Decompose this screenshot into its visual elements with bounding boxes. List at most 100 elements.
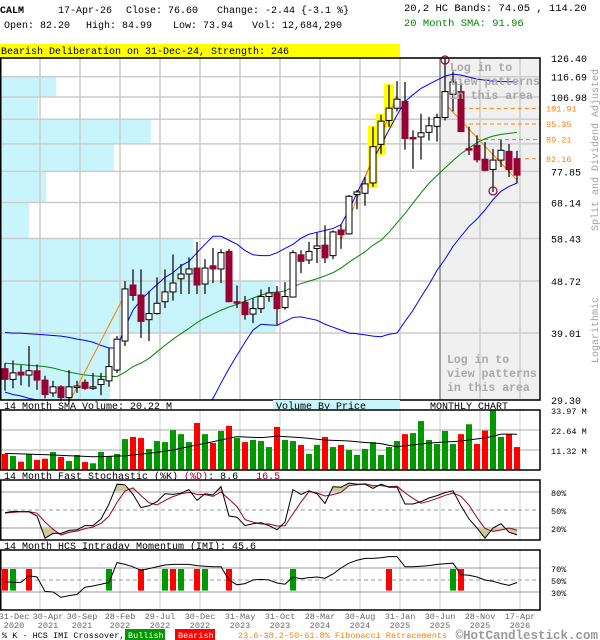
- y-tick-label: 70%: [551, 565, 567, 575]
- scale-label: Logarithmic: [590, 297, 600, 363]
- volume-bar: [274, 426, 280, 470]
- x-tick-label: 28-Feb: [105, 612, 136, 622]
- volume-bar: [258, 441, 264, 470]
- candle-body: [425, 125, 433, 133]
- candlestick: [313, 232, 321, 264]
- locked-notice-line: in this area: [450, 90, 533, 103]
- volume-bar: [114, 453, 120, 470]
- volume-bar: [130, 436, 136, 470]
- candle-body: [401, 100, 409, 140]
- y-tick-label: 48.72: [551, 278, 581, 289]
- pattern-marker-circle: [440, 55, 450, 65]
- candle-body: [321, 244, 329, 259]
- volume-bar: [362, 448, 368, 470]
- low-value: Low: 73.94: [173, 21, 233, 32]
- volume-bar: [66, 460, 72, 470]
- locked-notice-line: Log in to: [450, 62, 512, 75]
- locked-notice-top[interactable]: Log in to view patterns in this area: [450, 62, 540, 103]
- bullish-crossover-bar: [290, 569, 296, 591]
- candlestick: [257, 289, 265, 313]
- y-tick-label: 106.98: [551, 94, 587, 105]
- candle-body: [17, 371, 25, 376]
- y-tick-label: 39.01: [551, 330, 581, 341]
- volume-bar: [250, 439, 256, 470]
- y-tick-label: 80%: [551, 489, 567, 499]
- x-tick-year: 2025: [430, 621, 450, 631]
- volume-bar: [146, 448, 152, 470]
- candlestick: [97, 372, 105, 396]
- bearish-legend: Bearish: [178, 631, 214, 640]
- candlestick: [417, 113, 425, 160]
- locked-notice-bottom[interactable]: Log in to view patterns in this area: [447, 354, 537, 395]
- locked-notice-line: view patterns: [450, 76, 540, 89]
- candle-body: [113, 338, 121, 371]
- candle-body: [49, 386, 57, 394]
- candlestick: [137, 269, 145, 338]
- candle-body: [329, 231, 337, 257]
- candlestick: [353, 189, 361, 210]
- candle-body: [57, 386, 65, 399]
- volume-bar: [2, 453, 8, 470]
- candle-body: [137, 294, 145, 322]
- candle-body: [25, 370, 33, 376]
- candlestick: [209, 248, 217, 284]
- volume-bar: [290, 441, 296, 470]
- x-tick-year: 2026: [510, 621, 530, 631]
- volume-frame: [0, 409, 541, 471]
- volume-bar: [490, 410, 496, 470]
- volume-bar: [378, 454, 384, 470]
- volume-by-price-bar: [1, 239, 194, 281]
- volume-by-price-label-bg: [273, 400, 400, 410]
- y-tick-label: 126.40: [551, 55, 587, 66]
- candlestick: [409, 130, 417, 169]
- candle-body: [201, 267, 209, 285]
- change-value: Change: -2.44 {-3.1 %}: [217, 5, 349, 17]
- candle-body: [177, 273, 185, 280]
- candlestick: [489, 148, 497, 192]
- volume-bar: [354, 454, 360, 470]
- monthly-chart-label: MONTHLY CHART: [430, 402, 508, 413]
- x-tick-label: 31-May: [225, 612, 256, 622]
- x-axis: 31-Dec202030-Apr202130-Sep202128-Feb2022…: [0, 612, 535, 631]
- stochastic-frame: [0, 479, 541, 541]
- bearish-legend-bg: [175, 629, 215, 640]
- candlestick: [105, 347, 113, 387]
- candle-body: [417, 132, 425, 138]
- candlestick: [65, 370, 73, 403]
- volume-bar: [306, 453, 312, 470]
- candlestick: [481, 141, 489, 172]
- volume-bar: [506, 434, 512, 470]
- volume-bar: [314, 444, 320, 470]
- candle-body: [465, 148, 473, 151]
- hotcandlestick-watermark[interactable]: ©HotCandlestick.com: [455, 629, 598, 640]
- candlestick: [369, 126, 377, 187]
- candlestick: [73, 380, 81, 393]
- x-tick-year: 2025: [470, 621, 490, 631]
- volume-by-price-bar: [1, 97, 39, 119]
- volume-bar: [346, 450, 352, 470]
- candlestick: [145, 290, 153, 342]
- candlestick: [193, 241, 201, 294]
- candle-body: [473, 144, 481, 161]
- x-tick-label: 31-Oct: [265, 612, 296, 622]
- candlestick: [449, 71, 457, 112]
- hc-bands-readout: 20,2 HC Bands: 74.05 , 114.20: [404, 3, 587, 15]
- volume-bar: [34, 459, 40, 470]
- candle-body: [89, 386, 97, 389]
- candle-body: [9, 372, 17, 380]
- x-tick-label: 29-Jul: [145, 612, 176, 622]
- candlestick: [81, 379, 89, 390]
- volume-bar: [82, 462, 88, 470]
- x-tick-label: 28-Mar: [305, 612, 336, 622]
- pattern-banner[interactable]: Bearish Deliberation on 31-Dec-24, Stren…: [1, 46, 289, 58]
- candlestick: [289, 250, 297, 298]
- candlestick: [457, 82, 465, 133]
- bearish-crossover-bar: [386, 569, 392, 591]
- x-tick-label: 30-Sep: [67, 612, 98, 622]
- volume-by-price-bar: [1, 171, 47, 203]
- close-value: Close: 76.60: [126, 5, 198, 17]
- volume-value: Vol: 12,684,290: [252, 20, 342, 32]
- x-tick-label: 30-Jun: [425, 612, 456, 622]
- candlestick: [473, 135, 481, 163]
- x-tick-year: 2022: [190, 621, 210, 631]
